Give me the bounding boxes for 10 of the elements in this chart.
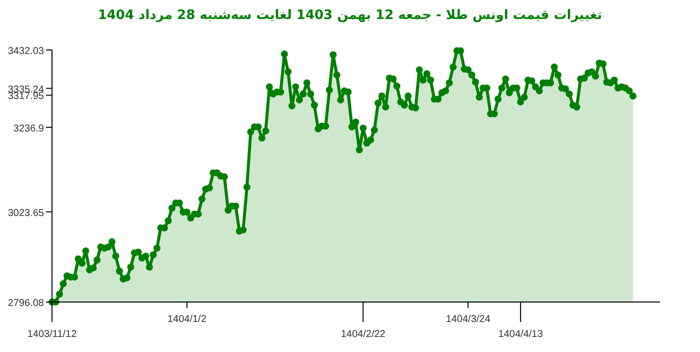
x-tick-label: 1403/11/12 [27,329,78,340]
y-tick-label: 3236.9 [13,123,44,134]
x-tick-label: 1404/3/24 [446,314,491,325]
x-tick-label: 1404/2/22 [340,329,386,340]
y-tick-label: 3432.03 [8,46,44,57]
x-tick-label: 1404/1/2 [167,314,207,325]
y-tick-label: 2796.08 [8,298,44,309]
x-tick-label: 1404/4/13 [498,329,544,340]
y-tick-label: 3023.65 [8,208,44,219]
chart-title: تغییرات قیمت اونس طلا - جمعه 12 بهمن 1403 لغایت سه‌شنبه 28 مرداد 1404 [98,8,602,23]
